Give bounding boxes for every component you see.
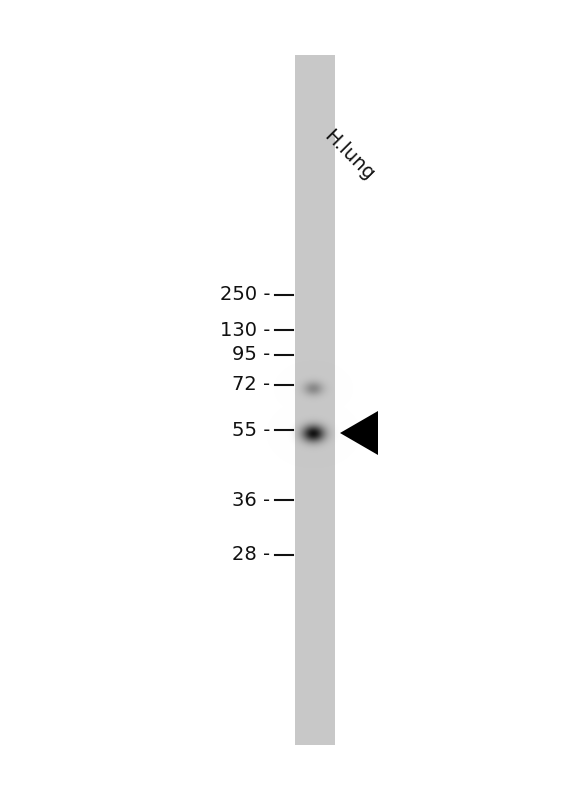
Text: 130 -: 130 - — [220, 321, 270, 339]
Text: 72 -: 72 - — [232, 375, 270, 394]
Polygon shape — [340, 411, 378, 455]
Text: 250 -: 250 - — [219, 286, 270, 305]
Text: 55 -: 55 - — [232, 421, 270, 439]
Text: 95 -: 95 - — [232, 346, 270, 365]
Text: 36 -: 36 - — [232, 490, 270, 510]
Text: 28 -: 28 - — [232, 546, 270, 565]
Text: H.lung: H.lung — [320, 126, 378, 184]
